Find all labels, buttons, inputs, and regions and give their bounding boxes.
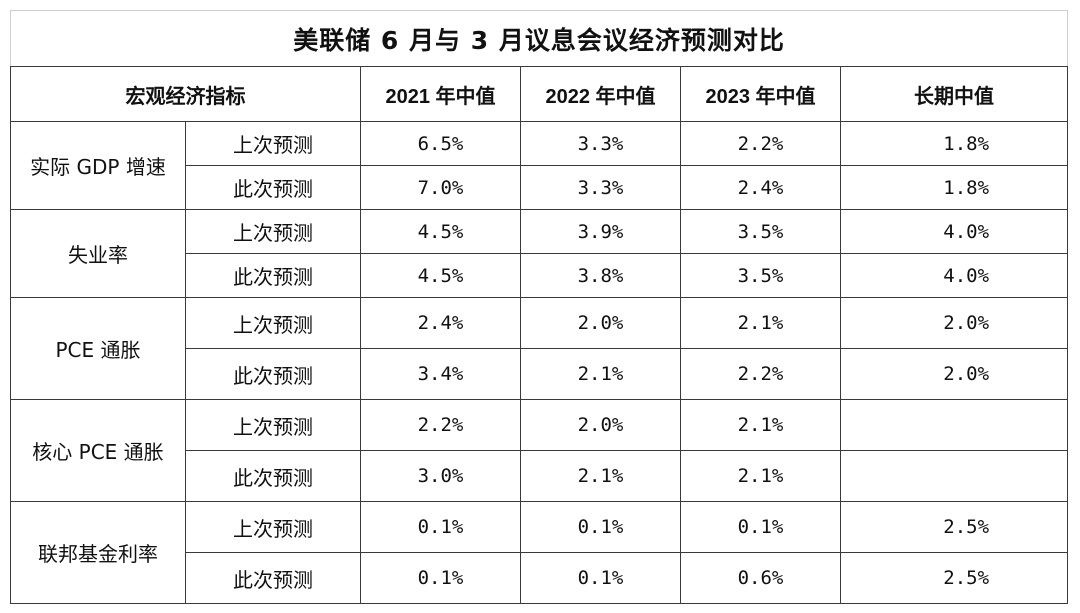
value-2023: 2.1% — [680, 297, 841, 349]
indicator-unemployment: 失业率 — [10, 209, 186, 298]
value-2021: 7.0% — [360, 165, 521, 210]
indicator-core-pce: 核心 PCE 通胀 — [10, 399, 186, 502]
table-title: 美联储 6 月与 3 月议息会议经济预测对比 — [9, 10, 1069, 67]
forecast-kind: 上次预测 — [185, 121, 361, 166]
header-2022: 2022 年中值 — [520, 66, 681, 122]
value-long-run: 2.5% — [839, 501, 1069, 553]
value-2021: 0.1% — [360, 552, 521, 604]
forecast-table-frame: 美联储 6 月与 3 月议息会议经济预测对比 宏观经济指标 2021 年中值 2… — [9, 10, 1069, 608]
header-long-run: 长期中值 — [839, 66, 1069, 122]
value-2023: 0.6% — [680, 552, 841, 604]
value-long-run — [839, 399, 1069, 451]
header-2023: 2023 年中值 — [680, 66, 841, 122]
value-long-run: 1.8% — [839, 121, 1069, 166]
table-row: 此次预测 3.4% 2.1% 2.2% 2.0% — [11, 348, 1069, 400]
value-long-run: 1.8% — [839, 165, 1069, 210]
value-2023: 2.1% — [680, 399, 841, 451]
value-2021: 0.1% — [360, 501, 521, 553]
value-2021: 3.0% — [360, 450, 521, 502]
forecast-kind: 此次预测 — [185, 253, 361, 298]
forecast-kind: 此次预测 — [185, 552, 361, 604]
value-long-run: 2.5% — [839, 552, 1069, 604]
indicator-pce: PCE 通胀 — [10, 297, 186, 400]
table-row: PCE 通胀 上次预测 2.4% 2.0% 2.1% 2.0% — [10, 297, 1069, 400]
header-2021: 2021 年中值 — [360, 66, 521, 122]
value-2022: 2.0% — [520, 399, 681, 451]
value-2022: 0.1% — [520, 501, 681, 553]
value-2021: 4.5% — [360, 253, 521, 298]
value-2021: 3.4% — [360, 348, 521, 400]
value-2021: 2.4% — [360, 297, 521, 349]
table-row: 核心 PCE 通胀 上次预测 2.2% 2.0% 2.1% — [10, 399, 1069, 502]
forecast-kind: 上次预测 — [185, 399, 361, 451]
value-2021: 2.2% — [360, 399, 521, 451]
value-2022: 2.0% — [520, 297, 681, 349]
indicator-gdp: 实际 GDP 增速 — [10, 121, 186, 210]
value-2022: 3.9% — [520, 209, 681, 254]
value-2023: 2.2% — [680, 121, 841, 166]
forecast-kind: 此次预测 — [185, 165, 361, 210]
indicator-fed-funds: 联邦基金利率 — [10, 501, 186, 604]
forecast-kind: 上次预测 — [185, 501, 361, 553]
value-long-run: 4.0% — [839, 209, 1069, 254]
value-2022: 3.3% — [520, 165, 681, 210]
value-long-run: 2.0% — [839, 297, 1069, 349]
value-long-run: 2.0% — [839, 348, 1069, 400]
forecast-kind: 此次预测 — [185, 348, 361, 400]
value-2022: 0.1% — [520, 552, 681, 604]
value-2023: 0.1% — [680, 501, 841, 553]
table-row: 此次预测 4.5% 3.8% 3.5% 4.0% — [11, 253, 1069, 298]
value-2023: 2.2% — [680, 348, 841, 400]
table-row: 此次预测 0.1% 0.1% 0.6% 2.5% — [11, 552, 1069, 604]
value-2022: 3.3% — [520, 121, 681, 166]
value-2023: 3.5% — [680, 209, 841, 254]
value-2021: 6.5% — [360, 121, 521, 166]
value-2023: 2.4% — [680, 165, 841, 210]
forecast-table: 美联储 6 月与 3 月议息会议经济预测对比 宏观经济指标 2021 年中值 2… — [9, 10, 1069, 604]
value-2021: 4.5% — [360, 209, 521, 254]
table-row: 此次预测 7.0% 3.3% 2.4% 1.8% — [11, 165, 1069, 210]
value-long-run — [839, 450, 1069, 502]
forecast-kind: 此次预测 — [185, 450, 361, 502]
forecast-kind: 上次预测 — [185, 297, 361, 349]
table-row: 联邦基金利率 上次预测 0.1% 0.1% 0.1% 2.5% — [10, 501, 1069, 604]
table-row: 失业率 上次预测 4.5% 3.9% 3.5% 4.0% — [10, 209, 1069, 298]
header-indicator: 宏观经济指标 — [10, 66, 361, 122]
value-long-run: 4.0% — [839, 253, 1069, 298]
value-2023: 3.5% — [680, 253, 841, 298]
value-2022: 2.1% — [520, 450, 681, 502]
forecast-kind: 上次预测 — [185, 209, 361, 254]
value-2022: 2.1% — [520, 348, 681, 400]
table-row: 实际 GDP 增速 上次预测 6.5% 3.3% 2.2% 1.8% — [10, 121, 1069, 210]
value-2023: 2.1% — [680, 450, 841, 502]
value-2022: 3.8% — [520, 253, 681, 298]
